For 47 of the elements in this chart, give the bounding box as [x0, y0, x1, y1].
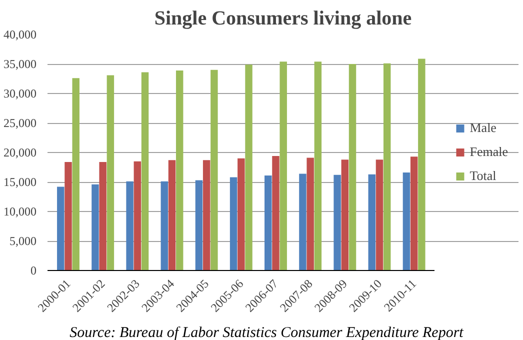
bar: [195, 180, 203, 270]
y-tick-label: 5,000: [10, 234, 36, 248]
y-tick-label: 40,000: [4, 28, 36, 42]
bar: [99, 162, 106, 270]
bar: [230, 177, 238, 270]
bar: [368, 174, 376, 270]
y-tick-label: 25,000: [4, 116, 36, 130]
bar: [264, 176, 272, 270]
legend-label: Female: [470, 144, 508, 160]
legend-label: Male: [470, 120, 496, 136]
bar: [334, 174, 341, 270]
bar: [141, 72, 149, 270]
bar: [202, 160, 210, 270]
bar: [106, 75, 114, 270]
y-tick-label: 0: [30, 264, 36, 278]
bar: [348, 64, 356, 270]
bar: [92, 184, 99, 270]
bar: [280, 62, 287, 270]
bar: [410, 156, 418, 270]
y-tick-label: 30,000: [4, 86, 36, 100]
bar: [238, 158, 245, 270]
bar: [160, 181, 168, 270]
bar: [402, 172, 410, 270]
bar: [376, 160, 384, 270]
bar: [176, 70, 184, 270]
bar: [64, 162, 72, 270]
bar: [306, 158, 314, 270]
y-tick-label: 20,000: [4, 146, 36, 160]
bar: [168, 160, 176, 270]
bar: [210, 70, 218, 270]
bar: [245, 64, 252, 270]
bar: [383, 63, 391, 270]
bar: [57, 186, 64, 270]
y-tick-label: 15,000: [4, 175, 36, 189]
bar: [126, 181, 134, 270]
chart-title: Single Consumers living alone: [154, 8, 412, 30]
bar: [134, 161, 142, 270]
legend-label: Total: [470, 168, 496, 184]
bar: [314, 62, 322, 270]
bar: [418, 58, 426, 270]
bar: [341, 160, 349, 270]
y-tick-label: 35,000: [4, 57, 36, 71]
y-tick-label: 10,000: [4, 204, 36, 218]
bar: [272, 156, 280, 270]
bar: [299, 174, 306, 270]
bar: [72, 78, 80, 270]
source-note: Source: Bureau of Labor Statistics Consumer Expenditure Report: [70, 324, 464, 340]
